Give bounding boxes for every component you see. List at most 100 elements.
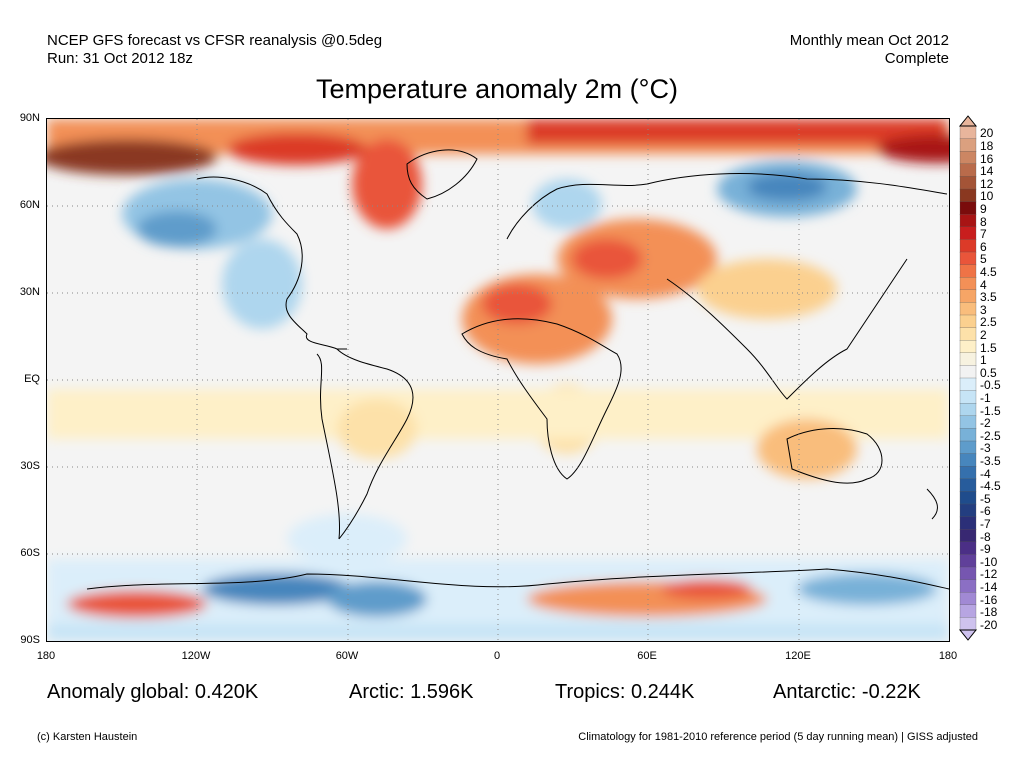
stat-global: Anomaly global: 0.420K xyxy=(47,681,259,703)
colorbar-swatch xyxy=(959,579,977,593)
lon-tick-120e: 120E xyxy=(785,650,811,662)
colorbar-label: -1.5 xyxy=(980,403,1001,418)
colorbar-swatch xyxy=(959,251,977,266)
colorbar-label: 1 xyxy=(980,353,987,368)
colorbar-swatch xyxy=(959,390,977,404)
lon-tick-60w: 60W xyxy=(335,650,359,662)
colorbar-label: 3.5 xyxy=(980,290,997,305)
model-info: NCEP GFS forecast vs CFSR reanalysis @0.… xyxy=(47,32,383,49)
colorbar-label: -3 xyxy=(980,441,991,456)
colorbar-swatch xyxy=(959,365,977,379)
colorbar-label: 4.5 xyxy=(980,264,997,279)
colorbar-swatch xyxy=(959,592,977,606)
colorbar-swatch xyxy=(959,125,977,140)
colorbar-swatch xyxy=(959,327,977,341)
colorbar-swatch xyxy=(959,226,977,241)
colorbar-label: 1.5 xyxy=(980,340,997,355)
colorbar-top-arrow xyxy=(958,115,978,127)
colorbar-label: 16 xyxy=(980,151,994,166)
colorbar-label: 3 xyxy=(980,302,987,317)
colorbar-label: -4.5 xyxy=(980,479,1001,494)
colorbar-label: -4 xyxy=(980,466,991,481)
colorbar-bottom-arrow xyxy=(958,629,978,641)
colorbar-swatch xyxy=(959,277,977,291)
colorbar-swatch xyxy=(959,214,977,228)
colorbar-swatch xyxy=(959,163,977,178)
colorbar-swatch xyxy=(959,176,977,190)
lat-tick-90n: 90N xyxy=(19,112,40,124)
colorbar-swatch xyxy=(959,340,977,354)
colorbar-swatch xyxy=(959,377,977,392)
colorbar-label: 12 xyxy=(980,176,994,191)
colorbar-swatch xyxy=(959,151,977,165)
anomaly-map-svg xyxy=(47,119,949,641)
colorbar-swatch xyxy=(959,554,977,568)
colorbar-swatch xyxy=(959,617,977,631)
stat-antarctic: Antarctic: -0.22K xyxy=(773,681,921,703)
graticule xyxy=(47,119,949,641)
colorbar-label: -7 xyxy=(980,516,991,531)
colorbar-swatch xyxy=(959,302,977,316)
colorbar-label: 8 xyxy=(980,214,987,229)
colorbar-label: -3.5 xyxy=(980,453,1001,468)
colorbar-label: 18 xyxy=(980,138,994,153)
map-title: Temperature anomaly 2m (°C) xyxy=(316,74,678,104)
lat-tick-eq: EQ xyxy=(24,373,40,385)
lat-tick-60s: 60S xyxy=(20,547,40,559)
colorbar-swatch xyxy=(959,604,977,619)
run-info: Run: 31 Oct 2012 18z xyxy=(47,50,193,67)
coastlines xyxy=(86,149,949,590)
colorbar-label: -9 xyxy=(980,542,991,557)
stat-arctic: Arctic: 1.596K xyxy=(349,681,474,703)
colorbar-swatch xyxy=(959,491,977,505)
stat-tropics: Tropics: 0.244K xyxy=(555,681,695,703)
colorbar-swatch xyxy=(959,453,977,467)
colorbar-label: -2.5 xyxy=(980,428,1001,443)
colorbar-label: -6 xyxy=(980,504,991,519)
colorbar xyxy=(958,115,978,641)
colorbar-swatch xyxy=(959,188,977,203)
lat-tick-60n: 60N xyxy=(19,199,40,211)
colorbar-swatch xyxy=(959,352,977,367)
colorbar-label: 10 xyxy=(980,189,994,204)
lon-tick-60e: 60E xyxy=(637,650,657,662)
lat-tick-30s: 30S xyxy=(20,460,40,472)
colorbar-swatch xyxy=(959,138,977,152)
lat-tick-90s: 90S xyxy=(20,634,40,646)
colorbar-label: 5 xyxy=(980,252,987,267)
colorbar-label: 4 xyxy=(980,277,987,292)
colorbar-label: 9 xyxy=(980,201,987,216)
colorbar-label: -16 xyxy=(980,592,998,607)
colorbar-swatch xyxy=(959,314,977,329)
lon-tick-180e: 180 xyxy=(938,650,958,662)
colorbar-swatch xyxy=(959,239,977,253)
colorbar-label: -1 xyxy=(980,390,991,405)
period-info: Monthly mean Oct 2012 xyxy=(789,32,949,49)
colorbar-swatch xyxy=(959,503,977,518)
colorbar-swatch xyxy=(959,440,977,455)
colorbar-label: 2.5 xyxy=(980,315,997,330)
lon-tick-180w: 180 xyxy=(36,650,56,662)
colorbar-label: -20 xyxy=(980,617,998,632)
climatology-note: Climatology for 1981-2010 reference peri… xyxy=(578,731,978,743)
status-info: Complete xyxy=(884,50,949,67)
colorbar-swatch xyxy=(959,403,977,417)
colorbar-label: 20 xyxy=(980,126,994,141)
colorbar-swatch xyxy=(959,478,977,493)
colorbar-swatches xyxy=(959,125,977,631)
colorbar-swatch xyxy=(959,466,977,480)
anomaly-map xyxy=(46,118,950,642)
lon-tick-0: 0 xyxy=(493,650,501,662)
colorbar-label: -18 xyxy=(980,605,998,620)
colorbar-swatch xyxy=(959,415,977,430)
colorbar-label: -0.5 xyxy=(980,378,1001,393)
colorbar-swatch xyxy=(959,428,977,442)
colorbar-swatch xyxy=(959,201,977,215)
colorbar-label: -12 xyxy=(980,567,998,582)
colorbar-label: 0.5 xyxy=(980,365,997,380)
lat-tick-30n: 30N xyxy=(19,286,40,298)
colorbar-swatch xyxy=(959,516,977,530)
colorbar-label: 2 xyxy=(980,327,987,342)
colorbar-swatch xyxy=(959,541,977,556)
colorbar-label: 7 xyxy=(980,227,987,242)
